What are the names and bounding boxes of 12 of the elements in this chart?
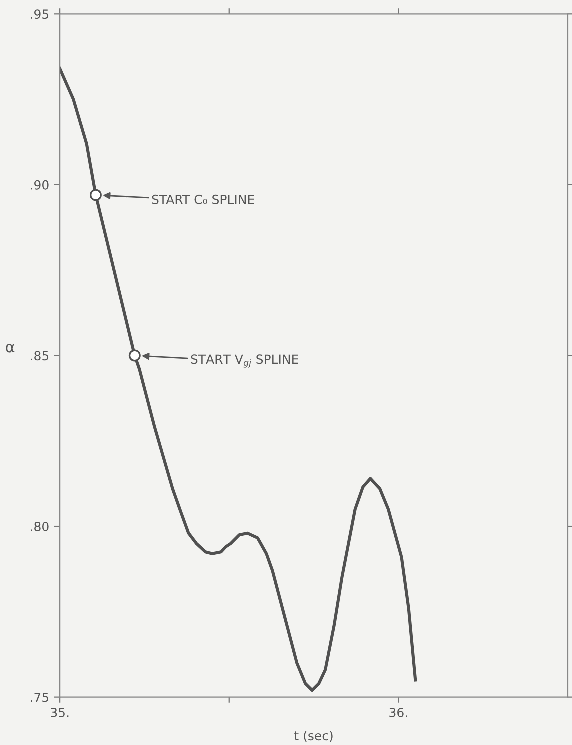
x-tick-label: 36. bbox=[390, 708, 408, 718]
y-axis-title: α bbox=[6, 344, 15, 353]
line-series bbox=[60, 67, 418, 692]
y-tick-label: .85 bbox=[31, 351, 49, 361]
y-tick-label: .75 bbox=[31, 692, 49, 702]
y-tick-label: .80 bbox=[31, 522, 49, 532]
x-tick-label: 35. bbox=[51, 708, 69, 718]
annotation: START V$_{gj}$ SPLINE bbox=[191, 354, 298, 368]
y-tick-label: .90 bbox=[31, 180, 49, 190]
annotation: START C₀ SPLINE bbox=[152, 194, 254, 204]
x-axis-title: t (sec) bbox=[294, 730, 333, 742]
y-tick-label: .95 bbox=[31, 10, 49, 20]
